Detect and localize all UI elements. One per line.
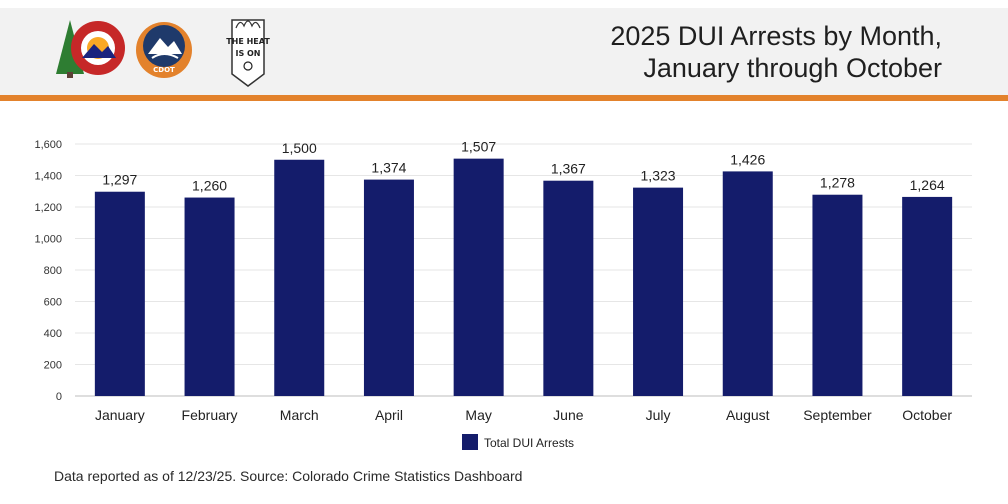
data-label: 1,323 (641, 168, 676, 184)
data-label: 1,367 (551, 161, 586, 177)
chart-data-labels: 1,297 1,260 1,500 1,374 1,507 1,367 1,323 1,426… (102, 139, 945, 194)
y-tick-label: 1,400 (34, 171, 62, 183)
data-label: 1,260 (192, 178, 227, 194)
bar (633, 187, 684, 396)
bar (722, 171, 773, 396)
x-tick-label: January (95, 407, 145, 423)
chart-bars (94, 158, 953, 396)
footer-note: Data reported as of 12/23/25. Source: Co… (54, 468, 523, 484)
x-tick-label: March (280, 407, 319, 423)
data-label: 1,278 (820, 175, 855, 191)
y-tick-label: 800 (44, 265, 62, 277)
colorado-state-logo-icon (56, 20, 125, 78)
x-tick-label: April (375, 407, 403, 423)
title-line-1: 2025 DUI Arrests by Month, (610, 21, 942, 51)
data-label: 1,374 (371, 160, 406, 176)
y-axis-ticks: 0 200 400 600 800 1,000 1,200 1,400 1,600 (34, 139, 62, 403)
bar (543, 180, 594, 396)
page-title: 2025 DUI Arrests by Month, January throu… (422, 20, 942, 84)
y-tick-label: 1,600 (34, 139, 62, 151)
logo-group: CDOT THE HEAT IS ON (56, 19, 270, 87)
y-tick-label: 400 (44, 328, 62, 340)
x-tick-label: September (803, 407, 872, 423)
bar (274, 159, 325, 396)
header-accent-rule (0, 95, 1008, 101)
data-label: 1,297 (102, 172, 137, 188)
legend-swatch (462, 434, 478, 450)
data-label: 1,500 (282, 140, 317, 156)
bar (812, 194, 863, 396)
y-tick-label: 600 (44, 297, 62, 309)
bar (902, 196, 953, 396)
bar (184, 197, 235, 396)
data-label: 1,507 (461, 139, 496, 155)
bar (363, 179, 414, 396)
y-tick-label: 1,200 (34, 202, 62, 214)
legend-label: Total DUI Arrests (484, 436, 574, 450)
bar (453, 158, 504, 396)
y-tick-label: 0 (56, 391, 62, 403)
y-tick-label: 1,000 (34, 234, 62, 246)
data-label: 1,426 (730, 151, 765, 167)
heat-is-on-logo-icon: THE HEAT IS ON (226, 19, 270, 87)
x-tick-label: August (726, 407, 770, 423)
cdot-logo-text: CDOT (153, 66, 175, 74)
x-tick-label: July (646, 407, 671, 423)
y-tick-label: 200 (44, 360, 62, 372)
x-axis-ticks: January February March April May June July Augu… (95, 407, 952, 423)
x-tick-label: June (553, 407, 584, 423)
chart-legend: Total DUI Arrests (462, 434, 574, 450)
x-tick-label: February (182, 407, 238, 423)
cdot-logo-icon: CDOT (136, 22, 192, 78)
title-line-2: January through October (643, 53, 942, 83)
data-label: 1,264 (910, 177, 945, 193)
x-tick-label: May (465, 407, 491, 423)
x-tick-label: October (902, 407, 952, 423)
svg-text:THE HEAT: THE HEAT (226, 37, 270, 46)
svg-text:IS ON: IS ON (235, 49, 260, 58)
bar (94, 191, 145, 396)
